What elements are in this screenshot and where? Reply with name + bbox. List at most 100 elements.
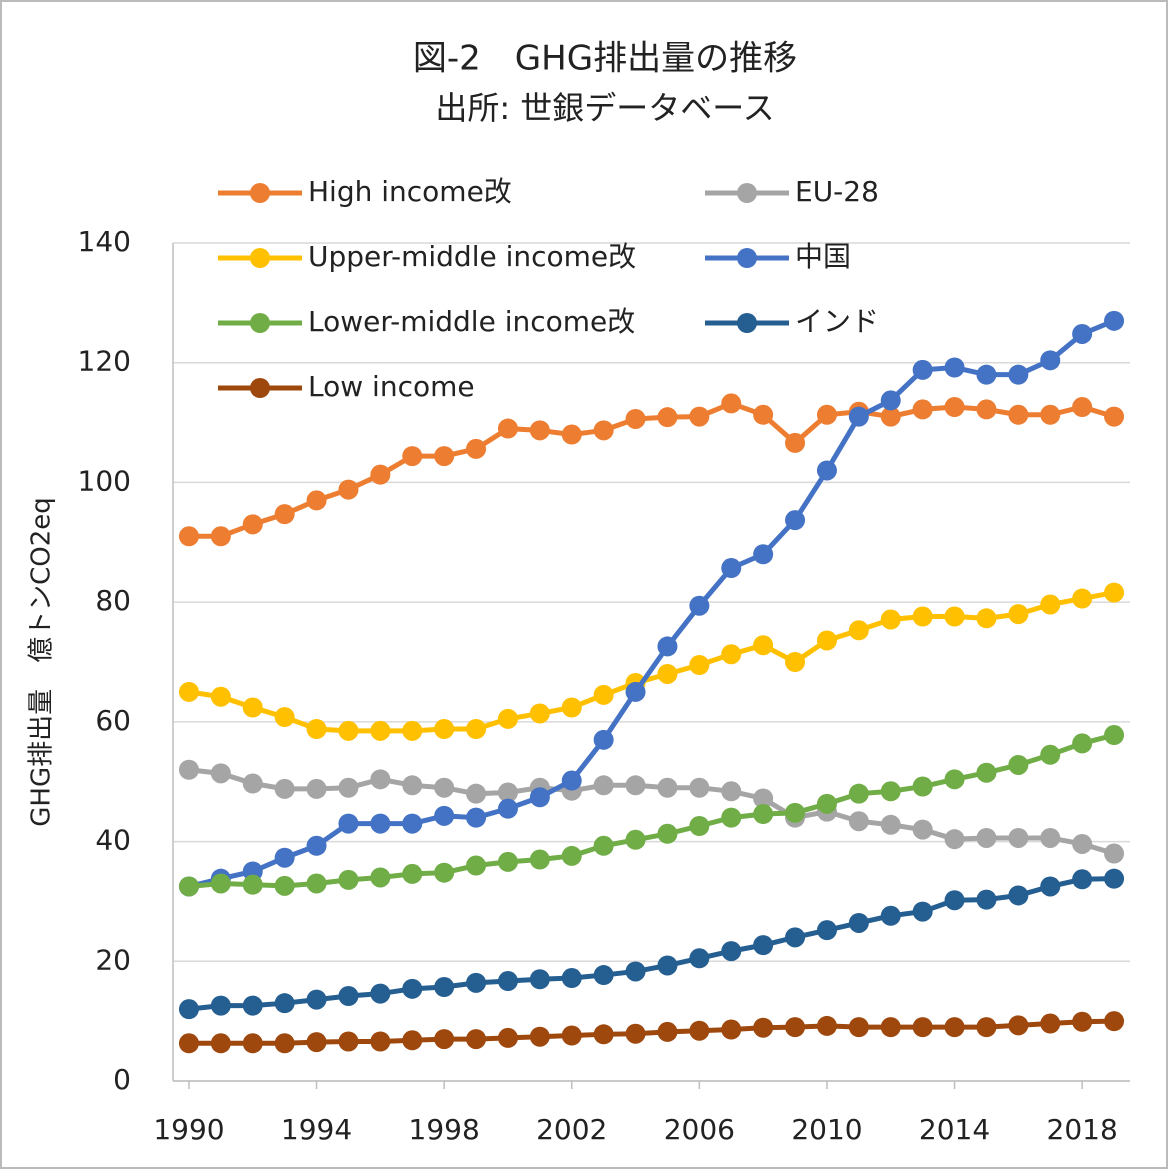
data-point — [689, 948, 710, 969]
data-point — [785, 1017, 806, 1038]
data-point — [721, 393, 742, 414]
data-point — [1072, 1011, 1093, 1032]
data-point — [785, 510, 806, 531]
data-point — [1040, 744, 1061, 765]
data-point — [370, 769, 391, 790]
data-point — [434, 805, 455, 826]
data-point — [338, 986, 359, 1007]
x-tick-label: 1998 — [409, 1113, 480, 1146]
data-point — [529, 1026, 550, 1047]
data-point — [529, 703, 550, 724]
data-point — [1104, 725, 1125, 746]
data-point — [370, 464, 391, 485]
data-point — [657, 663, 678, 684]
data-point — [338, 777, 359, 798]
legend-marker — [737, 183, 757, 203]
data-point — [274, 847, 295, 868]
data-point — [976, 762, 997, 783]
data-point — [753, 1017, 774, 1038]
data-point — [1040, 404, 1061, 425]
data-point — [689, 654, 710, 675]
legend-label: 中国 — [795, 240, 851, 273]
data-point — [976, 399, 997, 420]
legend-label: Lower-middle income改 — [308, 305, 635, 338]
data-point — [210, 1033, 231, 1054]
y-tick-label: 100 — [78, 464, 131, 497]
data-point — [721, 781, 742, 802]
data-point — [848, 620, 869, 641]
data-point — [434, 446, 455, 467]
data-point — [880, 609, 901, 630]
y-tick-label: 60 — [95, 704, 131, 737]
data-point — [274, 707, 295, 728]
data-point — [785, 927, 806, 948]
data-point — [466, 972, 487, 993]
data-point — [1008, 1015, 1029, 1036]
x-tick-label: 2010 — [791, 1113, 862, 1146]
data-point — [1104, 1011, 1125, 1032]
x-tick-label: 2006 — [664, 1113, 735, 1146]
data-point — [210, 873, 231, 894]
data-point — [466, 783, 487, 804]
data-point — [1104, 406, 1125, 427]
data-point — [689, 595, 710, 616]
data-point — [657, 777, 678, 798]
data-point — [976, 889, 997, 910]
data-point — [274, 993, 295, 1014]
data-point — [402, 1030, 423, 1051]
data-point — [306, 719, 327, 740]
data-point — [785, 652, 806, 672]
data-point — [1104, 868, 1125, 889]
data-point — [1040, 827, 1061, 848]
data-point — [816, 460, 837, 481]
chart-subtitle: 出所: 世銀データベース — [435, 89, 774, 127]
data-point — [242, 773, 263, 794]
data-point — [1008, 827, 1029, 848]
data-point — [1008, 885, 1029, 906]
data-point — [848, 912, 869, 933]
data-point — [338, 813, 359, 834]
data-point — [402, 446, 423, 467]
data-point — [721, 558, 742, 579]
x-tick-label: 1994 — [281, 1113, 352, 1146]
data-point — [657, 955, 678, 976]
data-point — [944, 829, 965, 850]
data-point — [306, 490, 327, 511]
data-point — [402, 775, 423, 796]
data-point — [657, 823, 678, 844]
data-point — [912, 819, 933, 840]
y-tick-label: 0 — [113, 1063, 131, 1096]
legend-marker — [250, 248, 270, 268]
data-point — [370, 983, 391, 1004]
legend-label: Upper-middle income改 — [308, 240, 636, 273]
data-point — [689, 777, 710, 798]
data-point — [593, 684, 614, 705]
y-tick-label: 40 — [95, 824, 131, 857]
data-point — [178, 876, 199, 897]
data-point — [434, 719, 455, 740]
data-point — [1040, 876, 1061, 897]
data-point — [466, 855, 487, 876]
legend-marker — [250, 313, 270, 333]
data-point — [306, 873, 327, 894]
data-point — [785, 802, 806, 823]
data-point — [210, 686, 231, 707]
data-point — [753, 635, 774, 656]
chart-title: 図-2 GHG排出量の推移 — [413, 39, 797, 79]
data-point — [753, 544, 774, 565]
y-axis-label: GHG排出量 億トンCO2eq — [27, 497, 57, 827]
data-point — [178, 681, 199, 702]
data-point — [721, 807, 742, 828]
data-point — [625, 1023, 646, 1044]
x-tick-label: 2018 — [1047, 1113, 1118, 1146]
data-point — [625, 681, 646, 702]
data-point — [1040, 1013, 1061, 1034]
data-point — [1104, 582, 1125, 603]
data-point — [402, 978, 423, 999]
data-point — [210, 763, 231, 784]
data-point — [912, 776, 933, 797]
data-point — [402, 863, 423, 884]
x-tick-label: 2002 — [536, 1113, 607, 1146]
data-point — [912, 399, 933, 420]
data-point — [561, 424, 582, 445]
